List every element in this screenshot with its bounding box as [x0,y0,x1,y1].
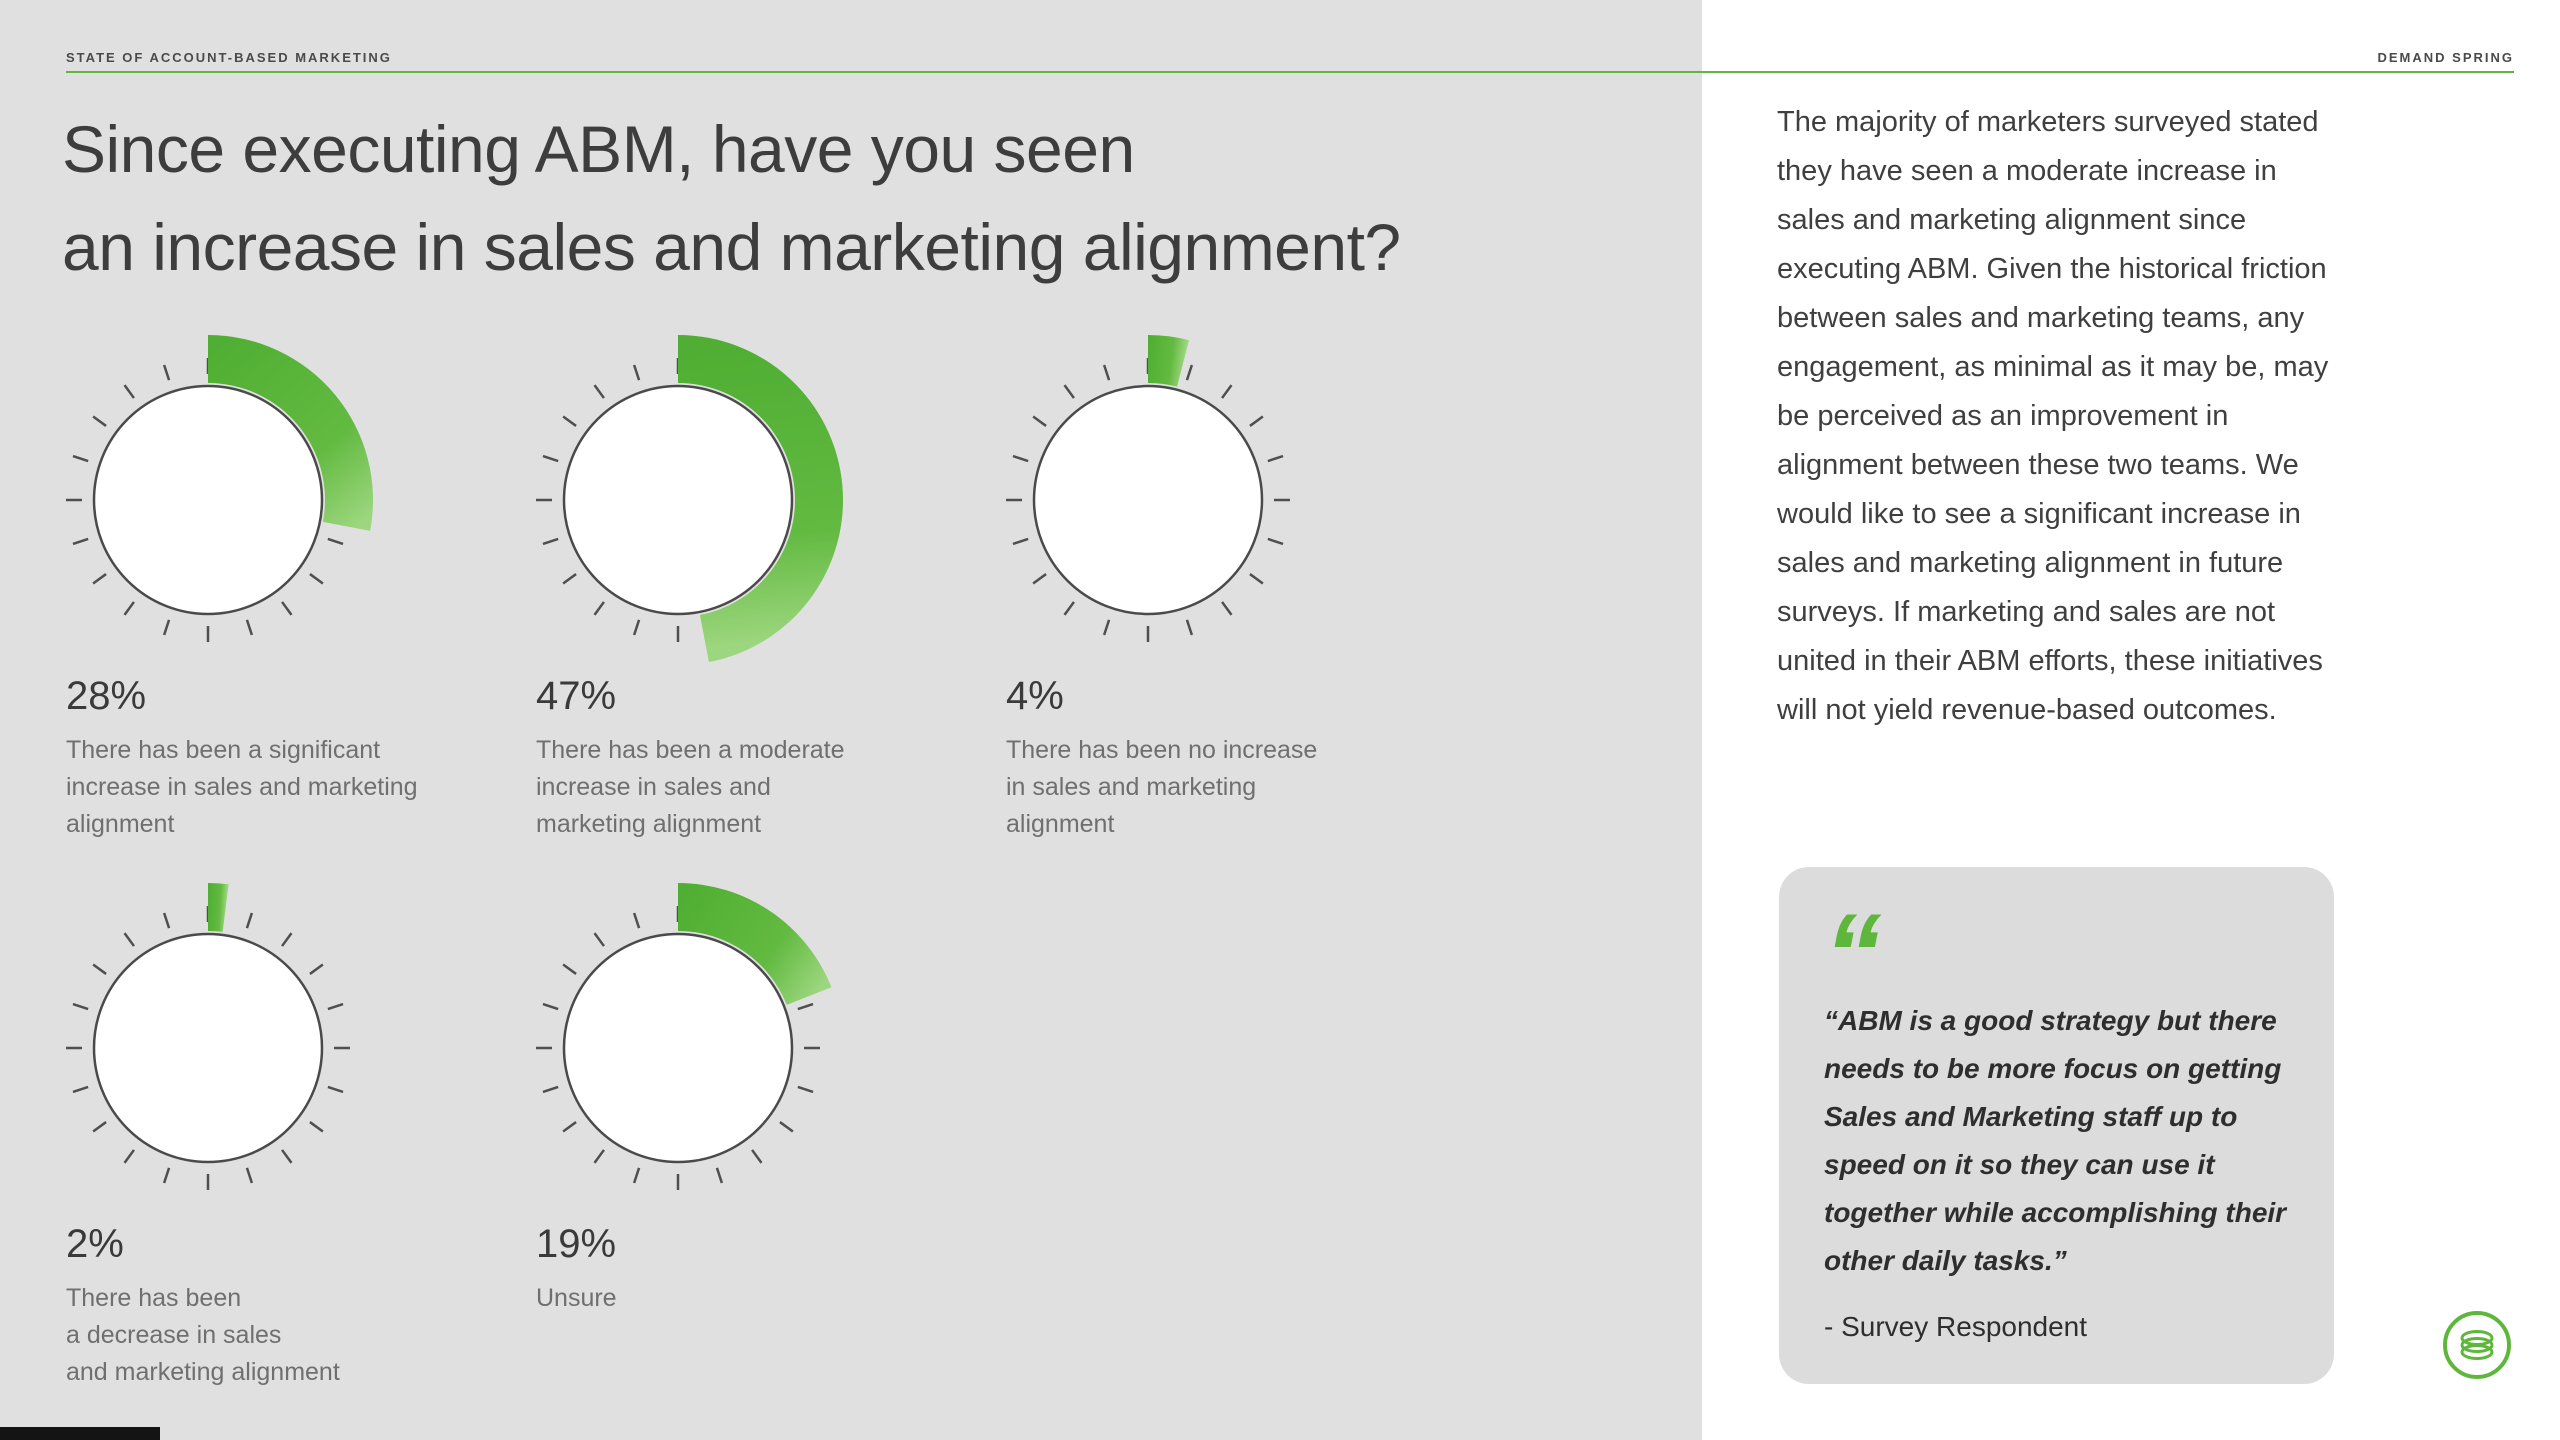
gauge-value: 2% [66,1222,124,1266]
gauge-dial [536,883,832,1190]
brand-name: DEMAND SPRING [2377,50,2514,65]
gauge-label: There has been a significant increase in… [66,736,418,838]
page-title-line2: an increase in sales and marketing align… [62,210,1401,284]
quote-text: “ABM is a good strategy but there needs … [1824,1005,2287,1276]
left-panel: Since executing ABM, have you seen an in… [0,0,1702,1440]
gauges-grid: 28% There has been a significant increase… [66,330,1476,1426]
gauge-value: 47% [536,674,617,718]
gauge-label: There has been no increase in sales and … [1006,736,1318,838]
gauge-value: 28% [66,674,147,718]
gauge-dial [66,883,350,1190]
header-divider [66,71,2514,73]
quote-icon [1824,905,2292,983]
gauge-cell: 2% There has been a decrease in sales and… [66,878,536,1391]
gauge-label: There has been a moderate increase in sa… [536,736,845,838]
commentary-text: The majority of marketers surveyed state… [1777,106,2329,726]
gauge-cell: 19% Unsure [536,878,1006,1391]
gauge-cell: 4% There has been no increase in sales an… [1006,330,1476,843]
page-title-line1: Since executing ABM, have you seen [62,112,1135,186]
demand-spring-logo-icon [2441,1309,2513,1381]
page-title: Since executing ABM, have you seen an in… [62,100,1401,296]
gauge-dial [1006,335,1290,642]
quote-attribution: - Survey Respondent [1824,1311,2088,1342]
gauge-label: There has been a decrease in sales and m… [66,1284,340,1386]
report-series-title: STATE OF ACCOUNT-BASED MARKETING [66,50,392,65]
gauge-value: 19% [536,1222,617,1266]
gauge-dial [66,335,374,642]
gauge-value: 4% [1006,674,1064,718]
gauge-dial [536,335,844,663]
quote-card: “ABM is a good strategy but there needs … [1779,867,2334,1384]
gauge-cell: 47% There has been a moderate increase in… [536,330,1006,843]
right-panel: The majority of marketers surveyed state… [1702,0,2560,1440]
gauge-cell: 28% There has been a significant increase… [66,330,536,843]
gauge-label: Unsure [536,1284,617,1312]
footer-bar [0,1427,160,1440]
